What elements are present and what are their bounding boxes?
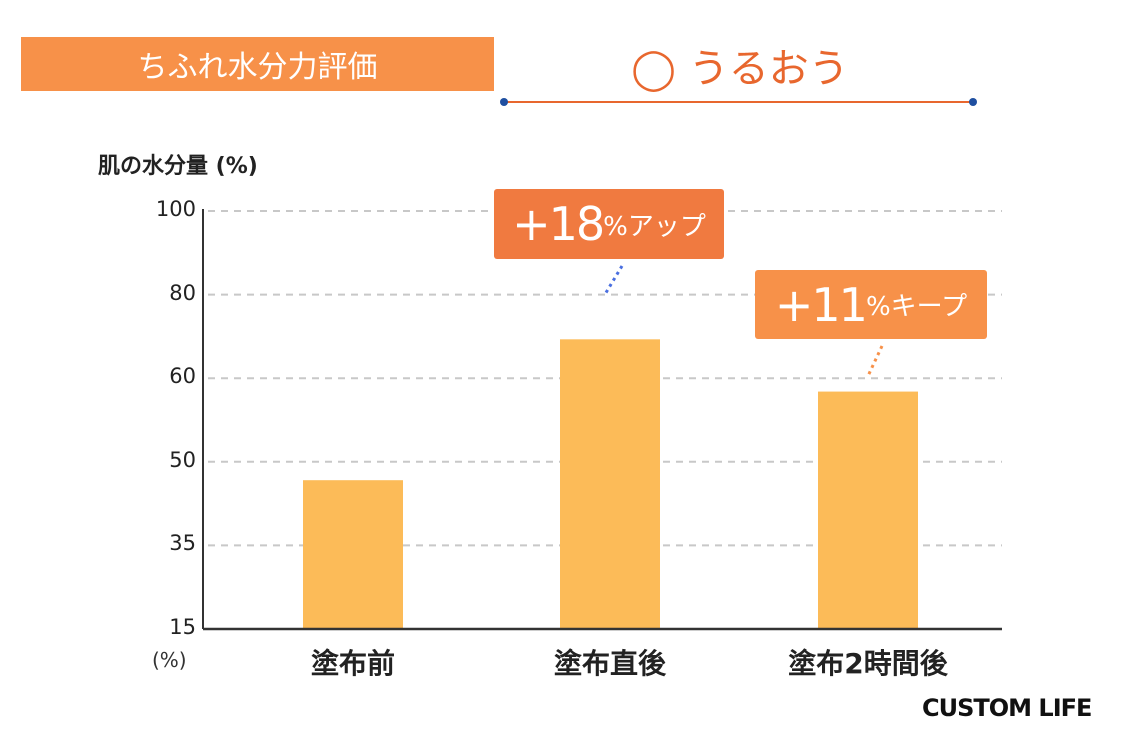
annotation-value: +11 bbox=[774, 277, 868, 332]
annotation-suffix: %キープ bbox=[865, 292, 968, 322]
y-tick-label: 100 bbox=[155, 197, 196, 221]
y-tick-label: 80 bbox=[169, 280, 196, 305]
bar bbox=[818, 391, 918, 629]
x-tick-label: 塗布2時間後 bbox=[788, 647, 948, 680]
y-tick-label: 15 bbox=[169, 615, 196, 639]
y-tick-label: 50 bbox=[169, 447, 196, 472]
rating-text: うるおう bbox=[688, 46, 849, 92]
bar bbox=[560, 339, 660, 629]
annotation-suffix: %アップ bbox=[603, 211, 706, 242]
y-axis-label: 肌の水分量 (%) bbox=[98, 154, 258, 179]
x-tick-label: 塗布直後 bbox=[553, 647, 666, 680]
unit-label: (%) bbox=[152, 648, 187, 672]
bar bbox=[303, 480, 403, 629]
annotation-callout-1: +18 %アップ bbox=[494, 189, 724, 259]
underline-dot-left bbox=[500, 98, 508, 106]
y-tick-label: 35 bbox=[169, 531, 196, 556]
chart-title-banner: ちふれ水分力評価 bbox=[21, 37, 494, 91]
x-tick-label: 塗布前 bbox=[310, 647, 395, 680]
annotation-value: +18 bbox=[512, 197, 605, 251]
rating-heading: ◯ うるおう bbox=[500, 36, 980, 94]
annotation-connector-1 bbox=[602, 265, 624, 297]
brand-logo: CUSTOM LIFE bbox=[922, 694, 1092, 722]
chart-title: ちふれ水分力評価 bbox=[137, 50, 378, 85]
circle-rating-icon: ◯ bbox=[631, 46, 677, 92]
y-tick-label: 60 bbox=[169, 364, 196, 389]
annotation-connector-2 bbox=[866, 345, 884, 377]
annotation-callout-2: +11 %キープ bbox=[755, 270, 987, 339]
underline-dot-right bbox=[969, 98, 977, 106]
